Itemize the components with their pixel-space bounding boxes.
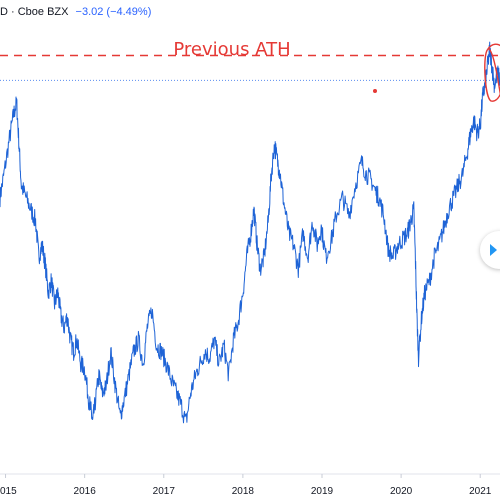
x-tick-label: 2019 — [311, 486, 334, 497]
x-tick-label: 2021 — [469, 486, 492, 497]
price-series-line — [0, 41, 500, 424]
peak-highlight-circle — [484, 43, 500, 102]
annotation-previous-ath: Previous ATH — [173, 39, 290, 60]
chart-header: D · Cboe BZX −3.02 (−4.49%) — [0, 6, 151, 18]
x-tick-label: 2020 — [390, 486, 413, 497]
x-tick-label: 2015 — [0, 486, 17, 497]
price-change: −3.02 (−4.49%) — [75, 6, 152, 18]
play-icon — [490, 244, 497, 256]
symbol-label: D · Cboe BZX — [0, 6, 69, 18]
plot-area — [0, 41, 500, 424]
annotation-marker-dot — [373, 89, 377, 94]
x-tick-label: 2018 — [232, 486, 255, 497]
x-axis: 2015 2016 2017 2018 2019 2020 2021 — [0, 474, 492, 497]
scroll-forward-button[interactable] — [480, 231, 500, 269]
x-tick-label: 2017 — [153, 486, 176, 497]
x-tick-label: 2016 — [74, 486, 97, 497]
